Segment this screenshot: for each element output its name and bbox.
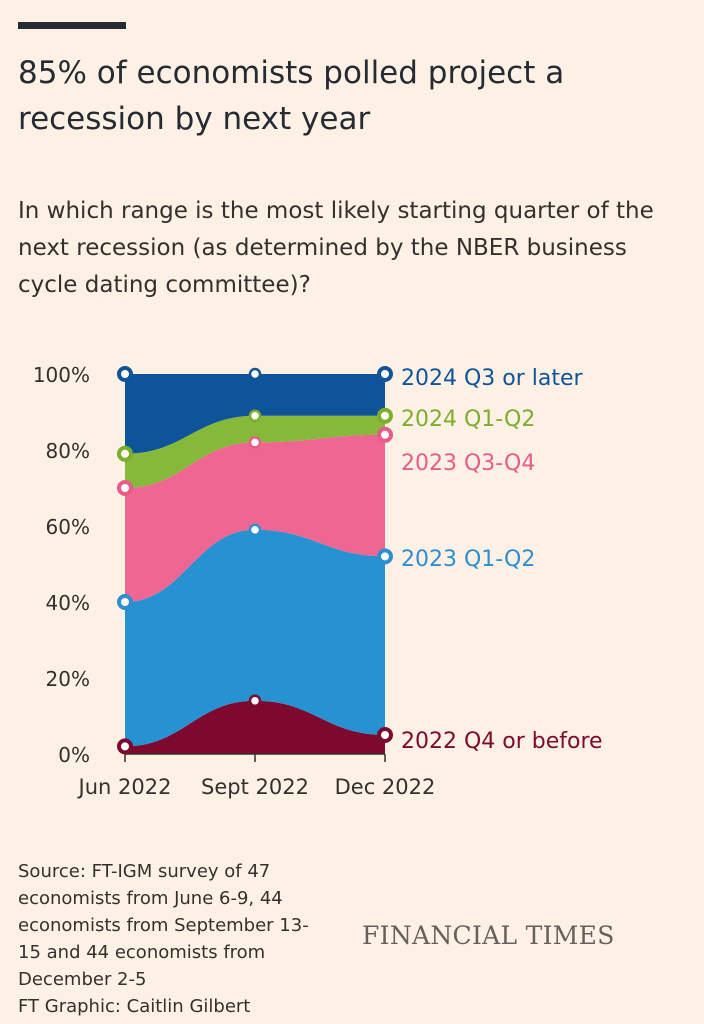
source-line: Source: FT-IGM survey of 47: [18, 861, 271, 882]
y-tick-label: 40%: [46, 591, 90, 615]
point-2024-q1-q2: [117, 445, 133, 462]
legend-label-2024-q3-or-later: 2024 Q3 or later: [401, 366, 584, 391]
y-tick-label: 80%: [46, 439, 90, 463]
point-2022-q4-or-before: [117, 738, 133, 755]
legend-label-2024-q1-q2: 2024 Q1-Q2: [401, 407, 535, 432]
source-line: economists from September 13-: [18, 915, 309, 936]
chart-subtitle: In which range is the most likely starti…: [18, 198, 654, 298]
legend-label-2023-q3-q4: 2023 Q3-Q4: [401, 451, 535, 476]
y-tick-label: 0%: [58, 743, 90, 767]
graphic-credit: FT Graphic: Caitlin Gilbert: [18, 996, 251, 1017]
point-2024-q3-or-later: [248, 367, 262, 381]
point-2024-q1-q2: [377, 407, 393, 424]
x-tick-label: Dec 2022: [335, 775, 436, 799]
financial-times-logo: FINANCIAL TIMES: [362, 921, 615, 950]
legend-label-2023-q1-q2: 2023 Q1-Q2: [401, 547, 535, 572]
x-tick-label: Jun 2022: [77, 775, 172, 799]
point-2022-q4-or-before: [248, 694, 262, 708]
point-2024-q1-q2: [248, 409, 262, 423]
source-line: December 2-5: [18, 969, 147, 990]
y-tick-label: 60%: [46, 515, 90, 539]
area-2023-q3-q4: [125, 434, 385, 602]
point-2023-q3-q4: [117, 480, 133, 496]
point-2024-q3-or-later: [377, 366, 393, 382]
point-2022-q4-or-before: [377, 727, 393, 743]
area-2023-q1-q2: [125, 529, 385, 747]
source-line: economists from June 6-9, 44: [18, 888, 283, 909]
point-2024-q3-or-later: [117, 366, 133, 382]
point-2023-q1-q2: [377, 548, 393, 565]
y-tick-label: 100%: [33, 363, 90, 387]
chart-title: 85% of economists polled project a reces…: [18, 55, 565, 137]
area-2022-q4-or-before: [125, 700, 385, 754]
point-2023-q3-q4: [377, 426, 393, 443]
y-tick-label: 20%: [46, 667, 90, 691]
point-2023-q1-q2: [248, 523, 262, 537]
legend-label-2022-q4-or-before: 2022 Q4 or before: [401, 729, 603, 754]
header-rule: [18, 22, 126, 29]
source-note: Source: FT-IGM survey of 47 economists f…: [18, 858, 348, 1020]
point-2023-q1-q2: [117, 594, 133, 610]
x-tick-label: Sept 2022: [201, 775, 309, 799]
point-2023-q3-q4: [248, 436, 262, 449]
source-line: 15 and 44 economists from: [18, 942, 266, 963]
area-2024-q1-q2: [125, 415, 385, 488]
stacked-area-chart: 0% 20% 40% 60% 80% 100% Jun 2022 Sept 2022 Dec 2…: [33, 363, 603, 799]
